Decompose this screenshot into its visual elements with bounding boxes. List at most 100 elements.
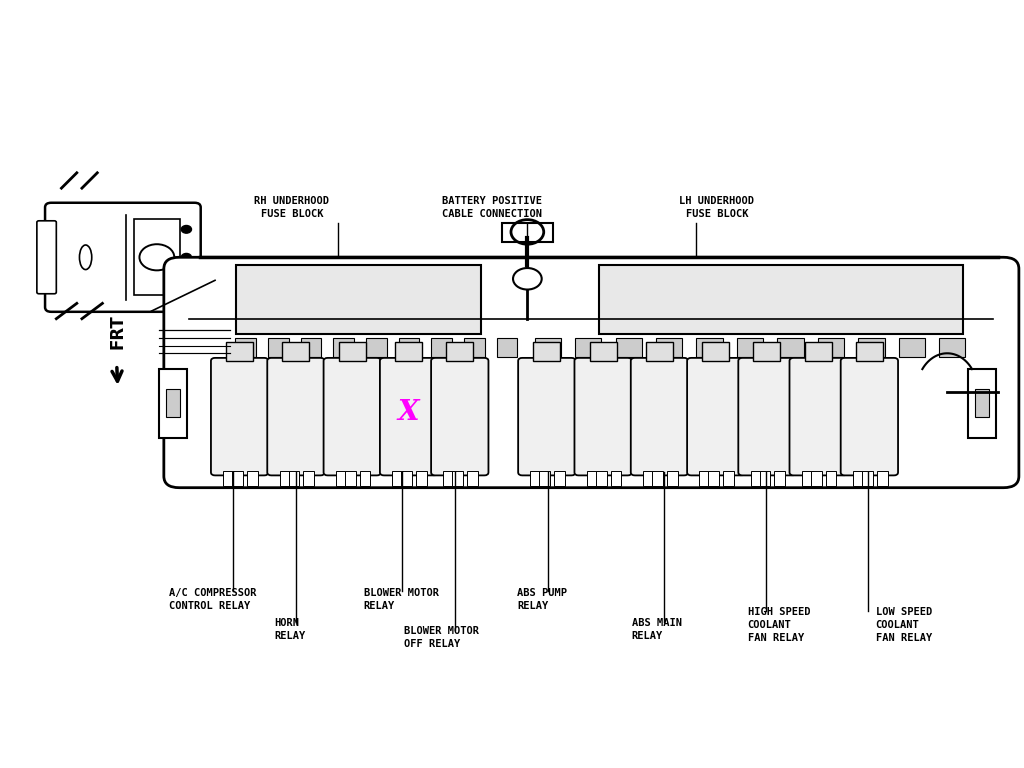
Text: HIGH SPEED
COOLANT
FAN RELAY: HIGH SPEED COOLANT FAN RELAY	[748, 607, 810, 643]
Bar	[359, 471, 371, 486]
Text: BLOWER MOTOR
OFF RELAY: BLOWER MOTOR OFF RELAY	[404, 626, 479, 649]
Bar	[401, 471, 412, 486]
Bar	[247, 471, 258, 486]
FancyBboxPatch shape	[324, 358, 381, 475]
Bar	[398, 338, 419, 357]
Bar	[615, 338, 642, 357]
FancyBboxPatch shape	[211, 358, 268, 475]
Bar	[268, 338, 289, 357]
Text: BATTERY POSITIVE
CABLE CONNECTION: BATTERY POSITIVE CABLE CONNECTION	[441, 196, 542, 219]
Bar	[395, 342, 422, 361]
FancyBboxPatch shape	[738, 358, 796, 475]
Bar	[502, 223, 553, 242]
Text: RH UNDERHOOD
FUSE BLOCK: RH UNDERHOOD FUSE BLOCK	[254, 196, 330, 219]
Bar	[166, 389, 180, 417]
Bar	[431, 338, 452, 357]
Bar	[345, 471, 355, 486]
Bar	[754, 342, 780, 361]
FancyBboxPatch shape	[687, 358, 744, 475]
Bar	[590, 342, 616, 361]
Bar	[652, 471, 663, 486]
Bar	[159, 369, 187, 438]
Bar	[416, 471, 427, 486]
FancyBboxPatch shape	[790, 358, 847, 475]
Bar	[280, 471, 291, 486]
Bar	[975, 389, 989, 417]
Bar	[760, 471, 770, 486]
Bar	[805, 342, 831, 361]
Bar	[366, 338, 387, 357]
Bar	[446, 342, 473, 361]
FancyBboxPatch shape	[431, 358, 488, 475]
Bar	[283, 342, 309, 361]
Bar	[696, 338, 723, 357]
Text: X: X	[398, 399, 419, 426]
FancyBboxPatch shape	[518, 358, 575, 475]
Bar	[737, 338, 763, 357]
FancyBboxPatch shape	[37, 221, 56, 294]
Bar	[856, 342, 883, 361]
FancyBboxPatch shape	[380, 358, 437, 475]
Bar	[236, 265, 481, 334]
Text: ABS PUMP
RELAY: ABS PUMP RELAY	[517, 588, 567, 611]
FancyBboxPatch shape	[267, 358, 325, 475]
Circle shape	[181, 226, 191, 233]
FancyBboxPatch shape	[164, 257, 1019, 488]
Bar	[534, 342, 560, 361]
Bar	[818, 338, 844, 357]
FancyBboxPatch shape	[45, 203, 201, 312]
Bar	[939, 338, 966, 357]
Bar	[453, 471, 463, 486]
Bar	[709, 471, 719, 486]
FancyBboxPatch shape	[841, 358, 898, 475]
Circle shape	[181, 281, 191, 289]
Bar	[236, 338, 256, 357]
Bar	[667, 471, 678, 486]
Bar	[530, 471, 542, 486]
Bar	[699, 471, 711, 486]
Bar	[232, 471, 243, 486]
Bar	[877, 471, 888, 486]
Bar	[596, 471, 606, 486]
Bar	[774, 471, 785, 486]
Bar	[339, 342, 366, 361]
Bar	[134, 220, 180, 295]
Bar	[467, 471, 478, 486]
Text: ABS MAIN
RELAY: ABS MAIN RELAY	[632, 618, 682, 641]
Bar	[443, 471, 455, 486]
Text: FRT: FRT	[109, 315, 127, 349]
Text: BLOWER MOTOR
RELAY: BLOWER MOTOR RELAY	[364, 588, 438, 611]
Bar	[599, 265, 963, 334]
Bar	[289, 471, 299, 486]
Bar	[862, 471, 872, 486]
Bar	[336, 471, 347, 486]
FancyBboxPatch shape	[631, 358, 688, 475]
Bar	[587, 471, 598, 486]
Bar	[825, 471, 837, 486]
Bar	[610, 471, 622, 486]
FancyBboxPatch shape	[574, 358, 632, 475]
Bar	[858, 338, 885, 357]
Bar	[575, 338, 601, 357]
Bar	[554, 471, 565, 486]
Bar	[646, 342, 673, 361]
Bar	[643, 471, 654, 486]
Bar	[464, 338, 484, 357]
Text: HORN
RELAY: HORN RELAY	[274, 618, 306, 641]
Bar	[535, 338, 561, 357]
Bar	[334, 338, 354, 357]
Bar	[802, 471, 813, 486]
Bar	[497, 338, 517, 357]
Bar	[392, 471, 403, 486]
Bar	[811, 471, 821, 486]
Text: A/C COMPRESSOR
CONTROL RELAY: A/C COMPRESSOR CONTROL RELAY	[169, 588, 256, 611]
Bar	[223, 471, 234, 486]
Bar	[540, 471, 550, 486]
Bar	[226, 342, 253, 361]
Bar	[968, 369, 996, 438]
Bar	[899, 338, 925, 357]
Text: LOW SPEED
COOLANT
FAN RELAY: LOW SPEED COOLANT FAN RELAY	[876, 607, 932, 643]
Circle shape	[181, 253, 191, 261]
Bar	[723, 471, 734, 486]
Bar	[751, 471, 762, 486]
